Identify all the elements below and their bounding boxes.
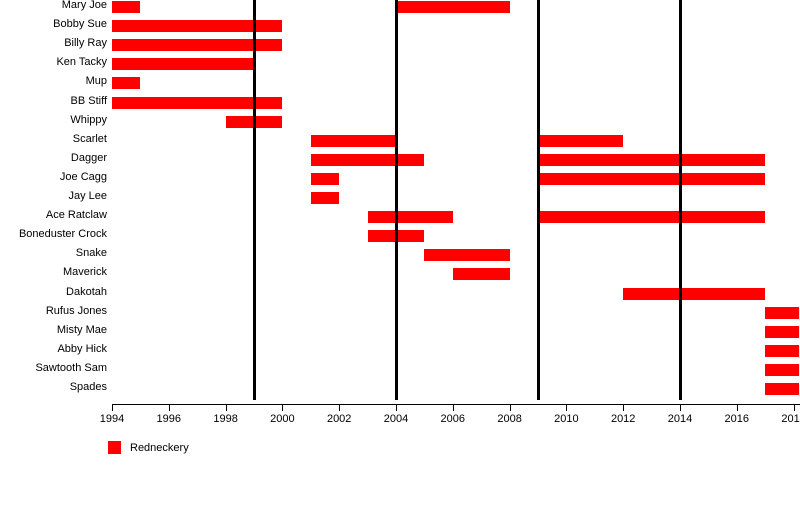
x-axis-tick [736,404,738,411]
x-axis-tick-label: 2018 [781,413,800,425]
category-label: Mup [85,75,107,88]
gantt-bar [112,77,141,90]
x-axis-tick [566,404,568,411]
x-axis-tick [282,404,284,411]
category-label: Joe Cagg [59,170,107,183]
category-label: Scarlet [72,132,107,145]
x-axis-tick [452,404,454,411]
category-label: Snake [75,247,107,260]
gantt-bar [538,172,766,185]
x-axis-line [112,404,800,405]
gantt-bar [424,249,510,262]
category-label: Dakotah [66,285,107,298]
x-axis-tick-label: 2000 [270,413,295,425]
x-axis-tick-label: 2008 [497,413,522,425]
x-axis-tick [623,404,625,411]
gantt-bar [452,268,510,281]
x-axis-tick-label: 2004 [383,413,409,425]
x-axis-tick-label: 2014 [667,413,693,425]
x-axis-tick [339,404,341,411]
gantt-bar [396,1,510,13]
gantt-bar [310,192,340,204]
gantt-bar [765,383,800,395]
x-axis-tick [112,404,113,411]
category-label: Rufus Jones [45,304,107,317]
x-axis: 1994 1996 1998 2000 2002 2004 2006 2008 2010 2012… [0,404,800,434]
x-axis-tick [225,404,227,411]
x-axis-tick-label: 2012 [610,413,636,425]
category-label: Mary Joe [61,0,107,11]
gantt-bar [112,96,283,109]
gantt-bar [367,211,453,224]
x-axis-tick [509,404,511,411]
category-label: Dagger [70,151,107,164]
x-axis-tick-label: 1994 [99,413,125,425]
category-label: BB Stiff [70,94,107,107]
x-axis-tick-label: 2006 [440,413,466,425]
marker-line-2014 [679,0,682,400]
category-label: Ace Ratclaw [45,209,107,222]
gantt-bar [765,344,800,357]
x-axis-tick-label: 1996 [156,413,182,425]
gantt-bar [765,325,800,338]
category-label: Abby Hick [57,342,107,355]
x-axis-tick-label: 2016 [724,413,750,425]
category-label: Sawtooth Sam [35,361,107,374]
gantt-bar [112,58,254,71]
category-label: Maverick [62,266,107,279]
marker-line-2009 [537,0,540,400]
gantt-bar [765,306,800,319]
gantt-bar [538,153,766,166]
category-label: Spades [69,381,107,393]
category-label: Billy Ray [64,37,107,50]
x-axis-tick [680,404,681,411]
gantt-bar [310,172,340,185]
gantt-bar [112,39,283,52]
gantt-bar [310,153,425,166]
legend-label-redneckery: Redneckery [130,441,189,454]
x-axis-tick [396,404,397,411]
gantt-bar [623,287,766,300]
gantt-bar [538,211,766,224]
gantt-bar [310,134,396,147]
legend-swatch-redneckery [108,441,121,454]
category-label: Boneduster Crock [18,228,107,241]
x-axis-tick-label: 2010 [554,413,579,425]
category-label-column: Mary Joe Bobby Sue Billy Ray Ken Tacky Mup BB… [0,0,107,400]
gantt-bar [765,363,800,376]
category-label: Ken Tacky [56,56,107,69]
category-label: Bobby Sue [53,18,107,31]
x-axis-tick [168,404,170,411]
marker-line-2004 [395,0,398,400]
x-axis-tick [793,404,795,411]
legend: Redneckery [108,441,189,454]
category-label: Jay Lee [68,190,107,202]
plot-area [112,0,800,400]
marker-line-1999 [253,0,256,400]
gantt-bar [112,1,141,13]
x-axis-tick-label: 1998 [213,413,238,425]
x-axis-tick-label: 2002 [326,413,352,425]
category-label: Whippy [70,113,107,126]
category-label: Misty Mae [56,323,107,336]
gantt-bar [538,134,624,147]
gantt-bar [112,20,283,33]
